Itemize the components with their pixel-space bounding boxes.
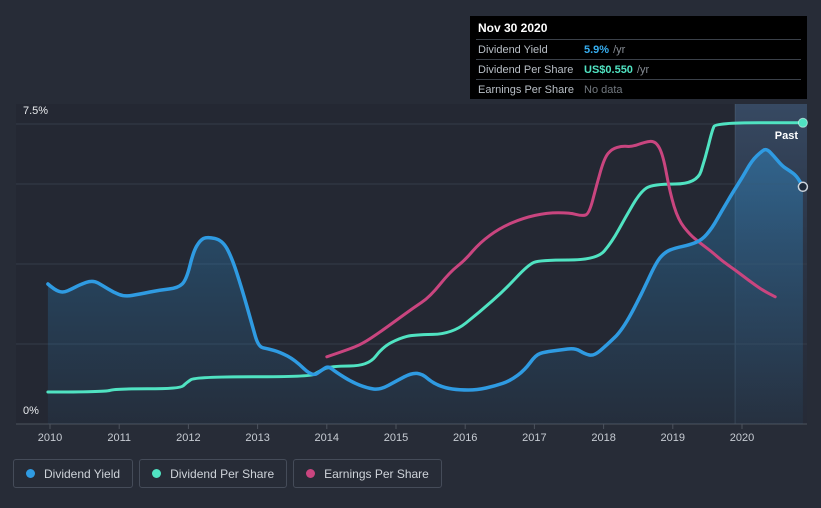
x-tick-label: 2014 bbox=[315, 432, 339, 444]
chart-legend: Dividend Yield Dividend Per Share Earnin… bbox=[13, 459, 442, 488]
dividend-yield-area-fill bbox=[47, 149, 803, 424]
x-tick-label: 2019 bbox=[661, 432, 685, 444]
chart-canvas[interactable]: 2010 2011 2012 2013 2014 2015 2016 2017 2018 2019… bbox=[0, 0, 821, 455]
tooltip-value: 5.9% bbox=[584, 43, 610, 56]
dividend-per-share-dot-icon bbox=[152, 469, 162, 478]
earnings-per-share-line bbox=[325, 139, 777, 359]
tooltip-label: Earnings Per Share bbox=[478, 83, 574, 96]
tooltip-value: US$0.550 bbox=[584, 63, 633, 76]
tooltip-value-suffix: /yr bbox=[636, 63, 650, 76]
x-tick-label: 2020 bbox=[730, 432, 754, 444]
earnings-per-share-dot-icon bbox=[306, 469, 316, 478]
dividend-yield-dot-icon bbox=[26, 469, 35, 478]
tooltip-label: Dividend Yield bbox=[478, 43, 548, 56]
hover-tooltip: Nov 30 2020 Dividend Yield 5.9% /yr Divi… bbox=[470, 16, 807, 99]
x-tick-label: 2012 bbox=[176, 432, 200, 444]
x-tick-label: 2018 bbox=[591, 432, 615, 444]
tooltip-row-earnings-per-share: Earnings Per Share No data bbox=[476, 79, 801, 99]
chart-area[interactable]: 2010 2011 2012 2013 2014 2015 2016 2017 2018 2019… bbox=[0, 0, 821, 455]
y-axis-max-label: 7.5% bbox=[23, 105, 49, 117]
tooltip-value: No data bbox=[584, 83, 623, 96]
y-axis-zero-label: 0% bbox=[23, 405, 39, 417]
tooltip-date: Nov 30 2020 bbox=[478, 21, 548, 35]
legend-item-dividend-yield[interactable]: Dividend Yield bbox=[13, 459, 134, 488]
legend-label: Dividend Yield bbox=[44, 466, 121, 481]
legend-item-dividend-per-share[interactable]: Dividend Per Share bbox=[139, 459, 288, 488]
tooltip-row-dividend-per-share: Dividend Per Share US$0.550 /yr bbox=[476, 59, 801, 79]
past-period-label: Past bbox=[774, 130, 798, 142]
x-tick-label: 2011 bbox=[107, 432, 131, 444]
legend-item-earnings-per-share[interactable]: Earnings Per Share bbox=[293, 459, 442, 488]
tooltip-value-suffix: /yr bbox=[613, 43, 626, 56]
dividend-per-share-end-marker bbox=[797, 117, 808, 128]
dividend-yield-end-marker bbox=[797, 181, 809, 193]
dividend-yield-line bbox=[46, 147, 805, 392]
x-tick-label: 2010 bbox=[38, 432, 62, 444]
x-tick-label: 2015 bbox=[384, 432, 408, 444]
x-tick-label: 2013 bbox=[245, 432, 269, 444]
x-tick-label: 2017 bbox=[522, 432, 546, 444]
x-tick-label: 2016 bbox=[453, 432, 477, 444]
legend-label: Dividend Per Share bbox=[170, 466, 275, 481]
tooltip-row-dividend-yield: Dividend Yield 5.9% /yr bbox=[476, 39, 801, 59]
legend-label: Earnings Per Share bbox=[324, 466, 429, 481]
tooltip-label: Dividend Per Share bbox=[478, 63, 574, 76]
